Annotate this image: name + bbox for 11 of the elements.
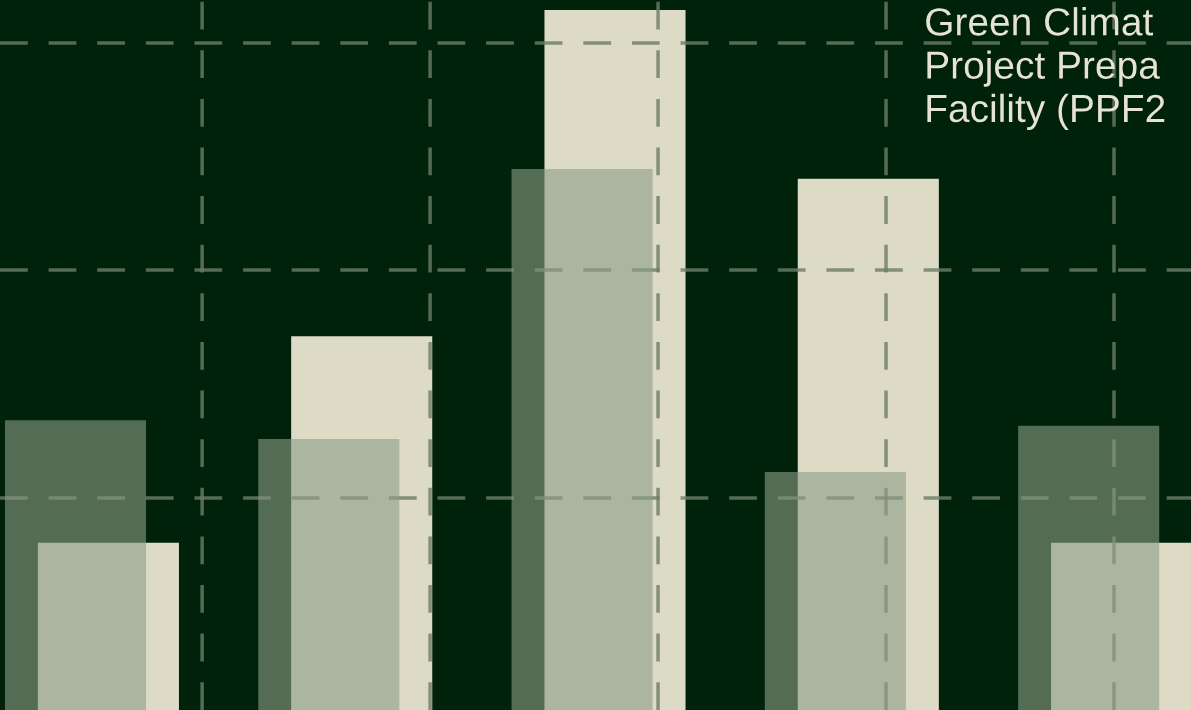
bar bbox=[1018, 425, 1160, 710]
annotation: Green Climat Project Prepa Facility (PPF2 bbox=[926, 7, 1165, 130]
bar bbox=[1051, 542, 1191, 710]
bar bbox=[4, 420, 147, 710]
bar bbox=[37, 542, 179, 710]
bar bbox=[544, 10, 686, 710]
bar bbox=[797, 178, 939, 710]
bar bbox=[764, 472, 906, 710]
bar bbox=[258, 439, 400, 710]
bar bbox=[291, 336, 433, 710]
bar bbox=[511, 168, 653, 710]
